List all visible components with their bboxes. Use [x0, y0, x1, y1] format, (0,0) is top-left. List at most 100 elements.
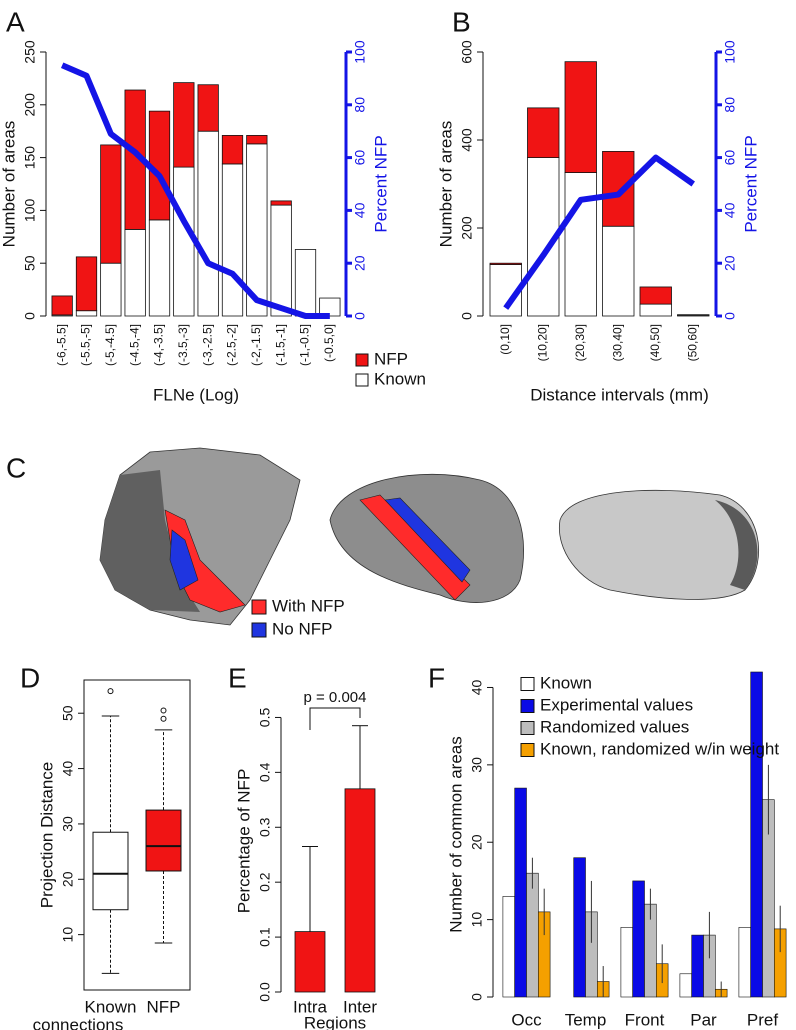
bar: [526, 872, 539, 998]
bar: [344, 788, 376, 993]
y-tick-label: 100: [22, 199, 38, 223]
y-tick-label: 30: [60, 816, 76, 832]
flat-map-dark: [100, 470, 200, 612]
x-tick-label: (-4.5,-4]: [127, 324, 141, 366]
bar: [294, 931, 326, 993]
x-tick-label: (-1,-0.5]: [298, 324, 312, 366]
flat-map-blue: [169, 529, 199, 591]
x-tick-label: (20,30]: [573, 324, 587, 361]
legend-swatch: [520, 677, 535, 691]
panel-letter: E: [228, 662, 247, 693]
x-tick-label: Pref: [747, 1010, 778, 1029]
legend-label: Randomized values: [540, 717, 689, 736]
bar-segment: [221, 135, 244, 165]
y-tick-label: 400: [459, 128, 475, 152]
y-tick-label: 200: [459, 216, 475, 240]
y-tick-label: 150: [22, 146, 38, 170]
axis-title: Number of areas: [0, 121, 18, 248]
legend-label: NFP: [374, 349, 408, 368]
y-tick-label: 50: [60, 705, 76, 721]
legend-label: No NFP: [272, 619, 332, 638]
bar: [620, 927, 634, 998]
bar-segment: [173, 166, 195, 317]
y-tick-label: 0: [459, 312, 475, 320]
x-tick-label: Occ: [511, 1010, 542, 1029]
x-tick-label: (-5.5,-5]: [79, 324, 93, 366]
x-tick-label: (-5,-4.5]: [103, 324, 117, 366]
y-tick-label: 10: [60, 927, 76, 943]
legend-swatch: [520, 721, 535, 735]
bar-segment: [148, 219, 171, 317]
bar-segment: [489, 262, 522, 265]
bar-segment: [639, 286, 672, 305]
axis-title: Percent NFP: [741, 135, 760, 232]
x-tick-label: (40,50]: [648, 324, 662, 361]
panel-letter: D: [20, 662, 40, 693]
y-tick-label: 200: [22, 93, 38, 117]
bar-segment: [75, 256, 98, 312]
y-tick-label: 0: [722, 312, 738, 320]
medial-dark: [715, 500, 758, 590]
y-tick-label: 250: [22, 40, 38, 64]
y-tick-label: 0.1: [257, 927, 273, 947]
bar-segment: [124, 229, 146, 317]
x-axis-title: connections: [33, 1015, 124, 1030]
y-tick-label: 10: [469, 912, 485, 928]
bar-segment: [602, 225, 635, 317]
y-tick-label: 20: [352, 255, 368, 271]
bar: [679, 973, 693, 998]
x-tick-label: (10,20]: [535, 324, 549, 361]
legend-swatch: [251, 599, 267, 615]
legend-label: Known: [540, 673, 592, 692]
bar-segment: [270, 200, 292, 206]
bar-segment: [602, 151, 635, 227]
legend-swatch: [520, 699, 535, 713]
bar-segment: [173, 82, 195, 168]
y-tick-label: 600: [459, 40, 475, 64]
x-tick-label: (-2,-1.5]: [249, 324, 263, 366]
x-tick-label: (50,60]: [685, 324, 699, 361]
legend-label: Known, randomized w/in weight: [540, 739, 779, 758]
axis-title: Percentage of NFP: [234, 769, 253, 914]
y-tick-label: 0: [352, 312, 368, 320]
bar-segment: [639, 303, 672, 317]
legend-label: With NFP: [272, 596, 345, 615]
bar-segment: [197, 84, 219, 132]
axis-title: Number of common areas: [446, 736, 465, 933]
y-tick-label: 0.0: [257, 982, 273, 1002]
y-tick-label: 40: [722, 202, 738, 218]
x-tick-label: (-3.5,-3]: [176, 324, 190, 366]
y-tick-label: 60: [352, 150, 368, 166]
x-tick-label: (-2.5,-2]: [225, 324, 239, 366]
x-tick-label: Temp: [565, 1010, 607, 1029]
x-tick-label: (-6,-5.5]: [54, 324, 68, 366]
x-tick-label: (0,10]: [498, 324, 512, 355]
y-tick-label: 0.2: [257, 872, 273, 892]
x-tick-label: Par: [690, 1010, 717, 1029]
bar-segment: [564, 61, 597, 173]
y-tick-label: 40: [352, 202, 368, 218]
x-tick-label: (30,40]: [610, 324, 624, 361]
bar: [691, 934, 704, 998]
lateral-red: [359, 494, 471, 601]
y-tick-label: 20: [60, 871, 76, 887]
panel-letter: B: [452, 6, 471, 37]
bar-segment: [221, 163, 244, 317]
panel-letter: A: [6, 6, 25, 37]
x-tick-label: (-3,-2.5]: [200, 324, 214, 366]
line: [503, 154, 695, 310]
bar-segment: [246, 135, 268, 145]
outlier: [160, 707, 167, 714]
y-tick-label: 100: [722, 40, 738, 64]
y-tick-label: 20: [469, 834, 485, 850]
y-tick-label: 0: [22, 312, 38, 320]
line: [60, 62, 330, 319]
axis-title: Number of areas: [436, 121, 455, 248]
panel-letter: F: [428, 662, 445, 693]
y-tick-label: 100: [352, 40, 368, 64]
bar-segment: [270, 204, 292, 317]
y-tick-label: 80: [352, 97, 368, 113]
bar: [502, 896, 515, 998]
y-tick-label: 50: [22, 255, 38, 271]
